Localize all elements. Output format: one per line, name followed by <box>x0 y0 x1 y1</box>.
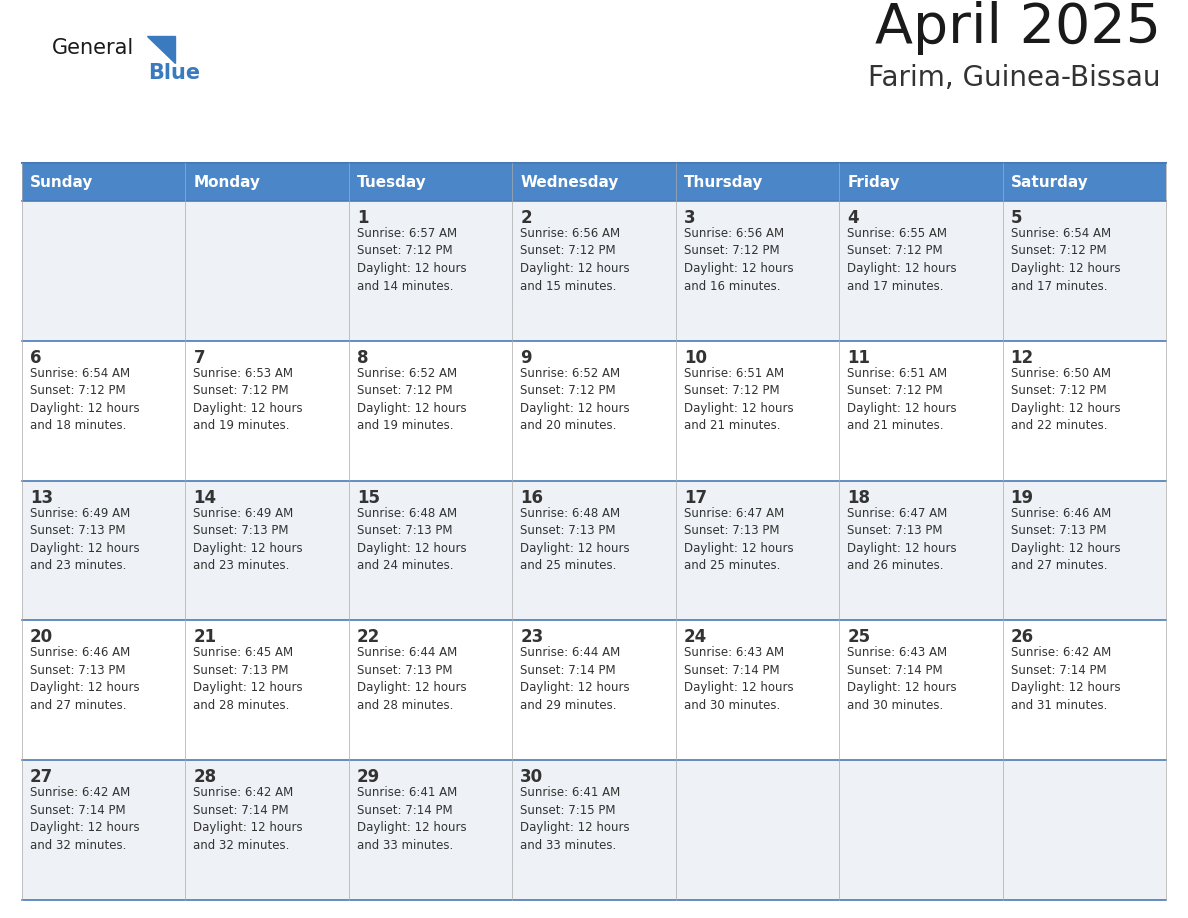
Text: 17: 17 <box>684 488 707 507</box>
Text: Sunrise: 6:53 AM
Sunset: 7:12 PM
Daylight: 12 hours
and 19 minutes.: Sunrise: 6:53 AM Sunset: 7:12 PM Dayligh… <box>194 367 303 432</box>
Text: Sunrise: 6:47 AM
Sunset: 7:13 PM
Daylight: 12 hours
and 26 minutes.: Sunrise: 6:47 AM Sunset: 7:13 PM Dayligh… <box>847 507 956 572</box>
Text: Sunrise: 6:48 AM
Sunset: 7:13 PM
Daylight: 12 hours
and 24 minutes.: Sunrise: 6:48 AM Sunset: 7:13 PM Dayligh… <box>356 507 467 572</box>
Text: Sunrise: 6:50 AM
Sunset: 7:12 PM
Daylight: 12 hours
and 22 minutes.: Sunrise: 6:50 AM Sunset: 7:12 PM Dayligh… <box>1011 367 1120 432</box>
Text: 15: 15 <box>356 488 380 507</box>
Text: Wednesday: Wednesday <box>520 174 619 189</box>
Text: 9: 9 <box>520 349 532 367</box>
Text: Sunrise: 6:51 AM
Sunset: 7:12 PM
Daylight: 12 hours
and 21 minutes.: Sunrise: 6:51 AM Sunset: 7:12 PM Dayligh… <box>847 367 956 432</box>
Polygon shape <box>147 36 175 63</box>
Text: Sunrise: 6:55 AM
Sunset: 7:12 PM
Daylight: 12 hours
and 17 minutes.: Sunrise: 6:55 AM Sunset: 7:12 PM Dayligh… <box>847 227 956 293</box>
Text: Sunrise: 6:56 AM
Sunset: 7:12 PM
Daylight: 12 hours
and 15 minutes.: Sunrise: 6:56 AM Sunset: 7:12 PM Dayligh… <box>520 227 630 293</box>
Bar <box>23 481 1165 621</box>
Text: 1: 1 <box>356 209 368 227</box>
Text: 3: 3 <box>684 209 695 227</box>
Text: Sunrise: 6:46 AM
Sunset: 7:13 PM
Daylight: 12 hours
and 27 minutes.: Sunrise: 6:46 AM Sunset: 7:13 PM Dayligh… <box>1011 507 1120 572</box>
Text: Sunrise: 6:42 AM
Sunset: 7:14 PM
Daylight: 12 hours
and 31 minutes.: Sunrise: 6:42 AM Sunset: 7:14 PM Dayligh… <box>1011 646 1120 711</box>
Text: 27: 27 <box>30 768 53 786</box>
Text: 16: 16 <box>520 488 543 507</box>
Text: Monday: Monday <box>194 174 260 189</box>
Text: 30: 30 <box>520 768 543 786</box>
Text: Tuesday: Tuesday <box>356 174 426 189</box>
Text: 20: 20 <box>30 629 53 646</box>
Text: Sunrise: 6:51 AM
Sunset: 7:12 PM
Daylight: 12 hours
and 21 minutes.: Sunrise: 6:51 AM Sunset: 7:12 PM Dayligh… <box>684 367 794 432</box>
Text: April 2025: April 2025 <box>876 1 1161 55</box>
Text: 22: 22 <box>356 629 380 646</box>
Text: 4: 4 <box>847 209 859 227</box>
Text: Sunrise: 6:41 AM
Sunset: 7:15 PM
Daylight: 12 hours
and 33 minutes.: Sunrise: 6:41 AM Sunset: 7:15 PM Dayligh… <box>520 786 630 852</box>
Text: Sunrise: 6:42 AM
Sunset: 7:14 PM
Daylight: 12 hours
and 32 minutes.: Sunrise: 6:42 AM Sunset: 7:14 PM Dayligh… <box>30 786 140 852</box>
Text: 25: 25 <box>847 629 871 646</box>
Text: 2: 2 <box>520 209 532 227</box>
Text: 14: 14 <box>194 488 216 507</box>
Text: Blue: Blue <box>148 63 200 83</box>
Text: Sunrise: 6:45 AM
Sunset: 7:13 PM
Daylight: 12 hours
and 28 minutes.: Sunrise: 6:45 AM Sunset: 7:13 PM Dayligh… <box>194 646 303 711</box>
Text: 24: 24 <box>684 629 707 646</box>
Text: General: General <box>52 38 134 58</box>
Text: Sunrise: 6:49 AM
Sunset: 7:13 PM
Daylight: 12 hours
and 23 minutes.: Sunrise: 6:49 AM Sunset: 7:13 PM Dayligh… <box>194 507 303 572</box>
Text: 6: 6 <box>30 349 42 367</box>
Text: Sunrise: 6:56 AM
Sunset: 7:12 PM
Daylight: 12 hours
and 16 minutes.: Sunrise: 6:56 AM Sunset: 7:12 PM Dayligh… <box>684 227 794 293</box>
Text: Friday: Friday <box>847 174 899 189</box>
Text: 28: 28 <box>194 768 216 786</box>
Bar <box>23 163 1165 201</box>
Text: Sunrise: 6:54 AM
Sunset: 7:12 PM
Daylight: 12 hours
and 17 minutes.: Sunrise: 6:54 AM Sunset: 7:12 PM Dayligh… <box>1011 227 1120 293</box>
Text: 18: 18 <box>847 488 870 507</box>
Text: 29: 29 <box>356 768 380 786</box>
Text: Sunrise: 6:41 AM
Sunset: 7:14 PM
Daylight: 12 hours
and 33 minutes.: Sunrise: 6:41 AM Sunset: 7:14 PM Dayligh… <box>356 786 467 852</box>
Text: 19: 19 <box>1011 488 1034 507</box>
Text: Sunrise: 6:44 AM
Sunset: 7:13 PM
Daylight: 12 hours
and 28 minutes.: Sunrise: 6:44 AM Sunset: 7:13 PM Dayligh… <box>356 646 467 711</box>
Text: 12: 12 <box>1011 349 1034 367</box>
Text: 23: 23 <box>520 629 544 646</box>
Text: Sunrise: 6:42 AM
Sunset: 7:14 PM
Daylight: 12 hours
and 32 minutes.: Sunrise: 6:42 AM Sunset: 7:14 PM Dayligh… <box>194 786 303 852</box>
Text: Sunrise: 6:47 AM
Sunset: 7:13 PM
Daylight: 12 hours
and 25 minutes.: Sunrise: 6:47 AM Sunset: 7:13 PM Dayligh… <box>684 507 794 572</box>
Bar <box>23 341 1165 481</box>
Text: Sunday: Sunday <box>30 174 94 189</box>
Text: 5: 5 <box>1011 209 1022 227</box>
Bar <box>23 201 1165 341</box>
Text: 13: 13 <box>30 488 53 507</box>
Text: 8: 8 <box>356 349 368 367</box>
Text: Sunrise: 6:52 AM
Sunset: 7:12 PM
Daylight: 12 hours
and 20 minutes.: Sunrise: 6:52 AM Sunset: 7:12 PM Dayligh… <box>520 367 630 432</box>
Text: Thursday: Thursday <box>684 174 763 189</box>
Text: Sunrise: 6:57 AM
Sunset: 7:12 PM
Daylight: 12 hours
and 14 minutes.: Sunrise: 6:57 AM Sunset: 7:12 PM Dayligh… <box>356 227 467 293</box>
Text: Sunrise: 6:48 AM
Sunset: 7:13 PM
Daylight: 12 hours
and 25 minutes.: Sunrise: 6:48 AM Sunset: 7:13 PM Dayligh… <box>520 507 630 572</box>
Text: 10: 10 <box>684 349 707 367</box>
Text: Farim, Guinea-Bissau: Farim, Guinea-Bissau <box>868 64 1161 92</box>
Text: 26: 26 <box>1011 629 1034 646</box>
Text: Sunrise: 6:44 AM
Sunset: 7:14 PM
Daylight: 12 hours
and 29 minutes.: Sunrise: 6:44 AM Sunset: 7:14 PM Dayligh… <box>520 646 630 711</box>
Text: 11: 11 <box>847 349 870 367</box>
Text: 21: 21 <box>194 629 216 646</box>
Text: Sunrise: 6:49 AM
Sunset: 7:13 PM
Daylight: 12 hours
and 23 minutes.: Sunrise: 6:49 AM Sunset: 7:13 PM Dayligh… <box>30 507 140 572</box>
Text: Sunrise: 6:46 AM
Sunset: 7:13 PM
Daylight: 12 hours
and 27 minutes.: Sunrise: 6:46 AM Sunset: 7:13 PM Dayligh… <box>30 646 140 711</box>
Bar <box>23 760 1165 900</box>
Text: Sunrise: 6:52 AM
Sunset: 7:12 PM
Daylight: 12 hours
and 19 minutes.: Sunrise: 6:52 AM Sunset: 7:12 PM Dayligh… <box>356 367 467 432</box>
Text: Sunrise: 6:54 AM
Sunset: 7:12 PM
Daylight: 12 hours
and 18 minutes.: Sunrise: 6:54 AM Sunset: 7:12 PM Dayligh… <box>30 367 140 432</box>
Text: Sunrise: 6:43 AM
Sunset: 7:14 PM
Daylight: 12 hours
and 30 minutes.: Sunrise: 6:43 AM Sunset: 7:14 PM Dayligh… <box>847 646 956 711</box>
Bar <box>23 621 1165 760</box>
Text: Sunrise: 6:43 AM
Sunset: 7:14 PM
Daylight: 12 hours
and 30 minutes.: Sunrise: 6:43 AM Sunset: 7:14 PM Dayligh… <box>684 646 794 711</box>
Text: Saturday: Saturday <box>1011 174 1088 189</box>
Text: 7: 7 <box>194 349 206 367</box>
